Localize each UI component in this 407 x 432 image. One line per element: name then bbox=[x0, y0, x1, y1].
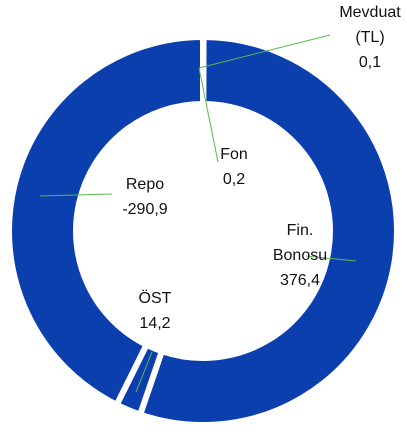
donut-segment bbox=[6, 33, 206, 409]
leader-line bbox=[135, 351, 153, 393]
data-label: ÖST 14,2 bbox=[125, 286, 185, 336]
leader-line bbox=[198, 34, 331, 69]
data-label: Fin. Bonosu 376,4 bbox=[260, 218, 340, 293]
data-label: Mevduat (TL) 0,1 bbox=[330, 0, 407, 75]
leader-line bbox=[39, 193, 113, 197]
data-label: Repo -290,9 bbox=[110, 172, 180, 222]
value-label: -290,9 bbox=[122, 201, 168, 218]
category-label: Mevduat (TL) bbox=[339, 4, 401, 46]
category-label: Fon bbox=[220, 146, 248, 163]
data-label: Fon 0,2 bbox=[204, 142, 264, 192]
value-label: 0,2 bbox=[222, 171, 246, 188]
category-label: Repo bbox=[125, 176, 165, 193]
category-label: Fin. Bonosu bbox=[272, 222, 328, 264]
category-label: ÖST bbox=[138, 290, 172, 307]
value-label: 14,2 bbox=[139, 315, 171, 332]
leader-line bbox=[305, 255, 357, 262]
value-label: 376,4 bbox=[279, 272, 321, 289]
leader-line bbox=[198, 67, 219, 163]
donut-segment bbox=[136, 33, 400, 428]
value-label: 0,1 bbox=[358, 54, 382, 71]
